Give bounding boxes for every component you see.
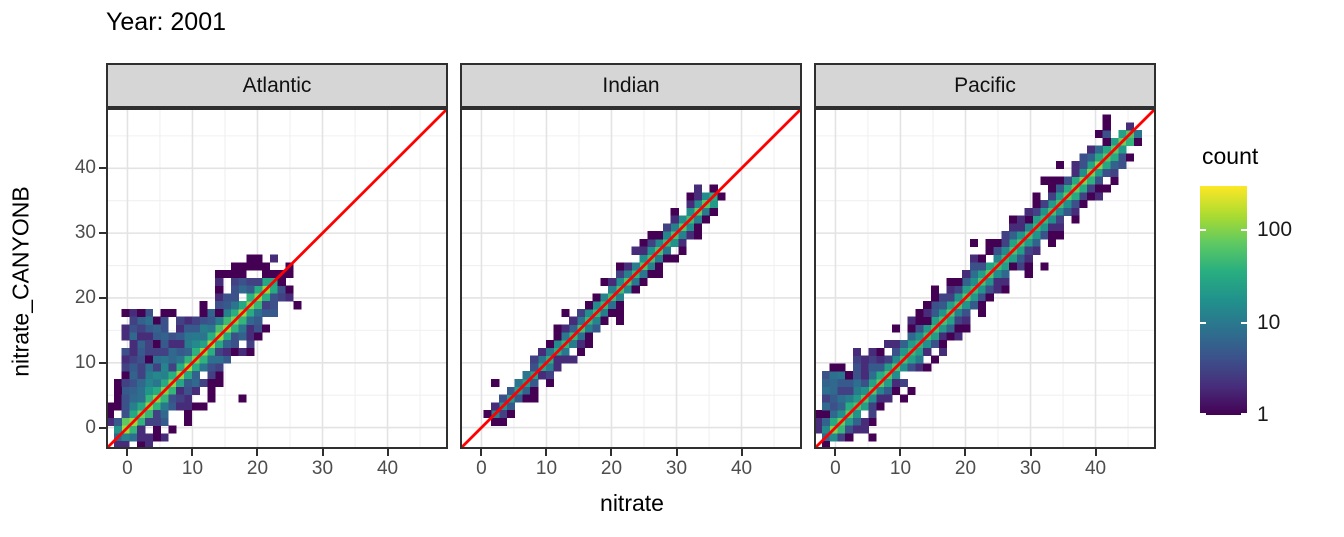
x-tick-mark — [899, 449, 902, 456]
legend-colorbar — [1200, 186, 1247, 415]
x-tick-label: 30 — [311, 458, 334, 479]
x-tick-label: 30 — [665, 458, 688, 479]
x-tick-label: 20 — [954, 458, 977, 479]
legend-tick-label: 100 — [1257, 218, 1293, 242]
x-tick-mark — [675, 449, 678, 456]
y-tick-mark — [99, 296, 106, 299]
x-tick-mark — [191, 449, 194, 456]
x-tick-mark — [1029, 449, 1032, 456]
x-tick-mark — [834, 449, 837, 456]
x-tick-mark — [386, 449, 389, 456]
panel-pacific — [814, 108, 1156, 449]
x-tick-mark — [126, 449, 129, 456]
facet-atlantic: Atlantic — [106, 0, 448, 449]
panel-indian — [460, 108, 802, 449]
legend-title: count — [1202, 143, 1259, 169]
x-tick-label: 0 — [830, 458, 841, 479]
facet-strip-label: Atlantic — [242, 73, 312, 97]
x-tick-label: 40 — [730, 458, 753, 479]
x-tick-label: 0 — [476, 458, 487, 479]
y-tick-label: 30 — [74, 222, 96, 244]
x-tick-label: 20 — [246, 458, 269, 479]
facet-indian: Indian — [460, 0, 802, 449]
y-axis-title: nitrate_CANYONB — [7, 186, 34, 377]
facet-strip-label: Indian — [602, 73, 660, 97]
plot-title: Year: 2001 — [106, 8, 227, 36]
y-tick-label: 40 — [74, 157, 96, 179]
x-tick-label: 10 — [181, 458, 204, 479]
legend-tick-mark — [1241, 413, 1247, 415]
x-tick-label: 10 — [535, 458, 558, 479]
y-tick-mark — [99, 361, 106, 364]
x-tick-mark — [964, 449, 967, 456]
facet-strip-pacific: Pacific — [814, 63, 1156, 108]
x-tick-mark — [740, 449, 743, 456]
facet-strip-indian: Indian — [460, 63, 802, 108]
legend-tick-mark — [1241, 321, 1247, 324]
facet-pacific: Pacific — [814, 0, 1156, 449]
facet-strip-label: Pacific — [954, 73, 1016, 97]
y-tick-mark — [99, 426, 106, 429]
legend-tick-mark — [1241, 229, 1247, 232]
y-tick-label: 0 — [85, 416, 96, 438]
x-tick-mark — [321, 449, 324, 456]
legend-tick-mark — [1200, 413, 1206, 415]
legend-tick-label: 1 — [1257, 403, 1269, 426]
x-tick-mark — [1094, 449, 1097, 456]
panel-atlantic — [106, 108, 448, 449]
x-tick-label: 30 — [1019, 458, 1042, 479]
y-tick-mark — [99, 167, 106, 170]
legend-tick-mark — [1200, 321, 1206, 324]
x-tick-label: 40 — [376, 458, 399, 479]
y-tick-label: 10 — [74, 351, 96, 373]
x-tick-mark — [545, 449, 548, 456]
legend-tick-mark — [1200, 229, 1206, 232]
legend-tick-label: 10 — [1257, 310, 1281, 334]
x-tick-label: 0 — [122, 458, 133, 479]
x-tick-label: 40 — [1084, 458, 1107, 479]
y-tick-label: 20 — [74, 286, 96, 308]
x-tick-mark — [610, 449, 613, 456]
x-tick-label: 20 — [600, 458, 623, 479]
x-tick-mark — [256, 449, 259, 456]
x-axis-title: nitrate — [600, 490, 664, 516]
y-tick-mark — [99, 232, 106, 235]
facet-strip-atlantic: Atlantic — [106, 63, 448, 108]
x-tick-mark — [480, 449, 483, 456]
x-tick-label: 10 — [889, 458, 912, 479]
